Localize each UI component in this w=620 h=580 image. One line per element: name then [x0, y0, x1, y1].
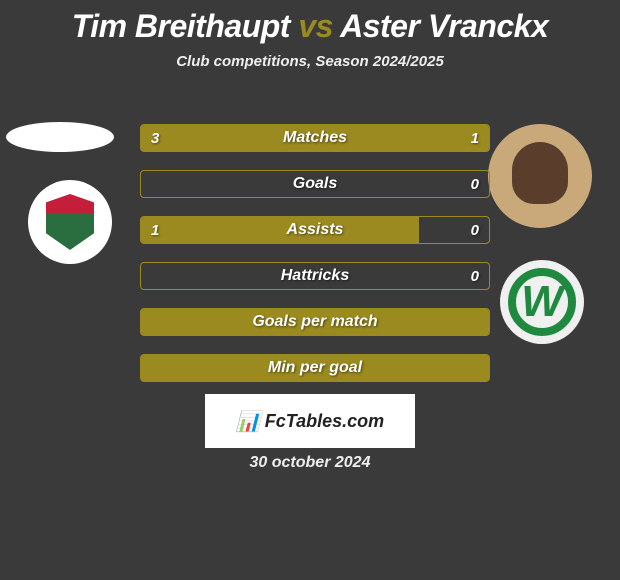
stat-row: Min per goal — [140, 354, 490, 382]
stat-value-right: 0 — [471, 263, 479, 289]
bar-fill-left — [141, 217, 419, 243]
stat-value-left: 1 — [151, 217, 159, 243]
stat-label: Goals — [141, 171, 489, 197]
stat-value-right: 0 — [471, 217, 479, 243]
player1-name: Tim Breithaupt — [72, 8, 290, 44]
bar-fill — [141, 355, 489, 381]
comparison-title: Tim Breithaupt vs Aster Vranckx — [0, 0, 620, 45]
stat-bars: Matches31Goals0Assists10Hattricks0Goals … — [140, 124, 490, 400]
stat-row: Matches31 — [140, 124, 490, 152]
bar-fill-left — [141, 125, 402, 151]
subtitle: Club competitions, Season 2024/2025 — [0, 53, 620, 70]
stat-row: Assists10 — [140, 216, 490, 244]
stat-row: Hattricks0 — [140, 262, 490, 290]
player2-avatar — [488, 124, 592, 228]
club2-logo — [500, 260, 584, 344]
date-label: 30 october 2024 — [0, 454, 620, 472]
club1-logo — [28, 180, 112, 264]
player1-avatar-shadow — [6, 122, 114, 152]
bar-fill — [141, 309, 489, 335]
stat-row: Goals per match — [140, 308, 490, 336]
stat-value-left: 3 — [151, 125, 159, 151]
stat-value-right: 1 — [471, 125, 479, 151]
vs-label: vs — [298, 8, 333, 44]
chart-icon: 📊 — [236, 409, 261, 434]
brand-logo: 📊 FcTables.com — [205, 394, 415, 448]
stat-label: Hattricks — [141, 263, 489, 289]
stat-row: Goals0 — [140, 170, 490, 198]
brand-text: FcTables.com — [265, 411, 384, 432]
player2-name: Aster Vranckx — [340, 8, 548, 44]
stat-value-right: 0 — [471, 171, 479, 197]
